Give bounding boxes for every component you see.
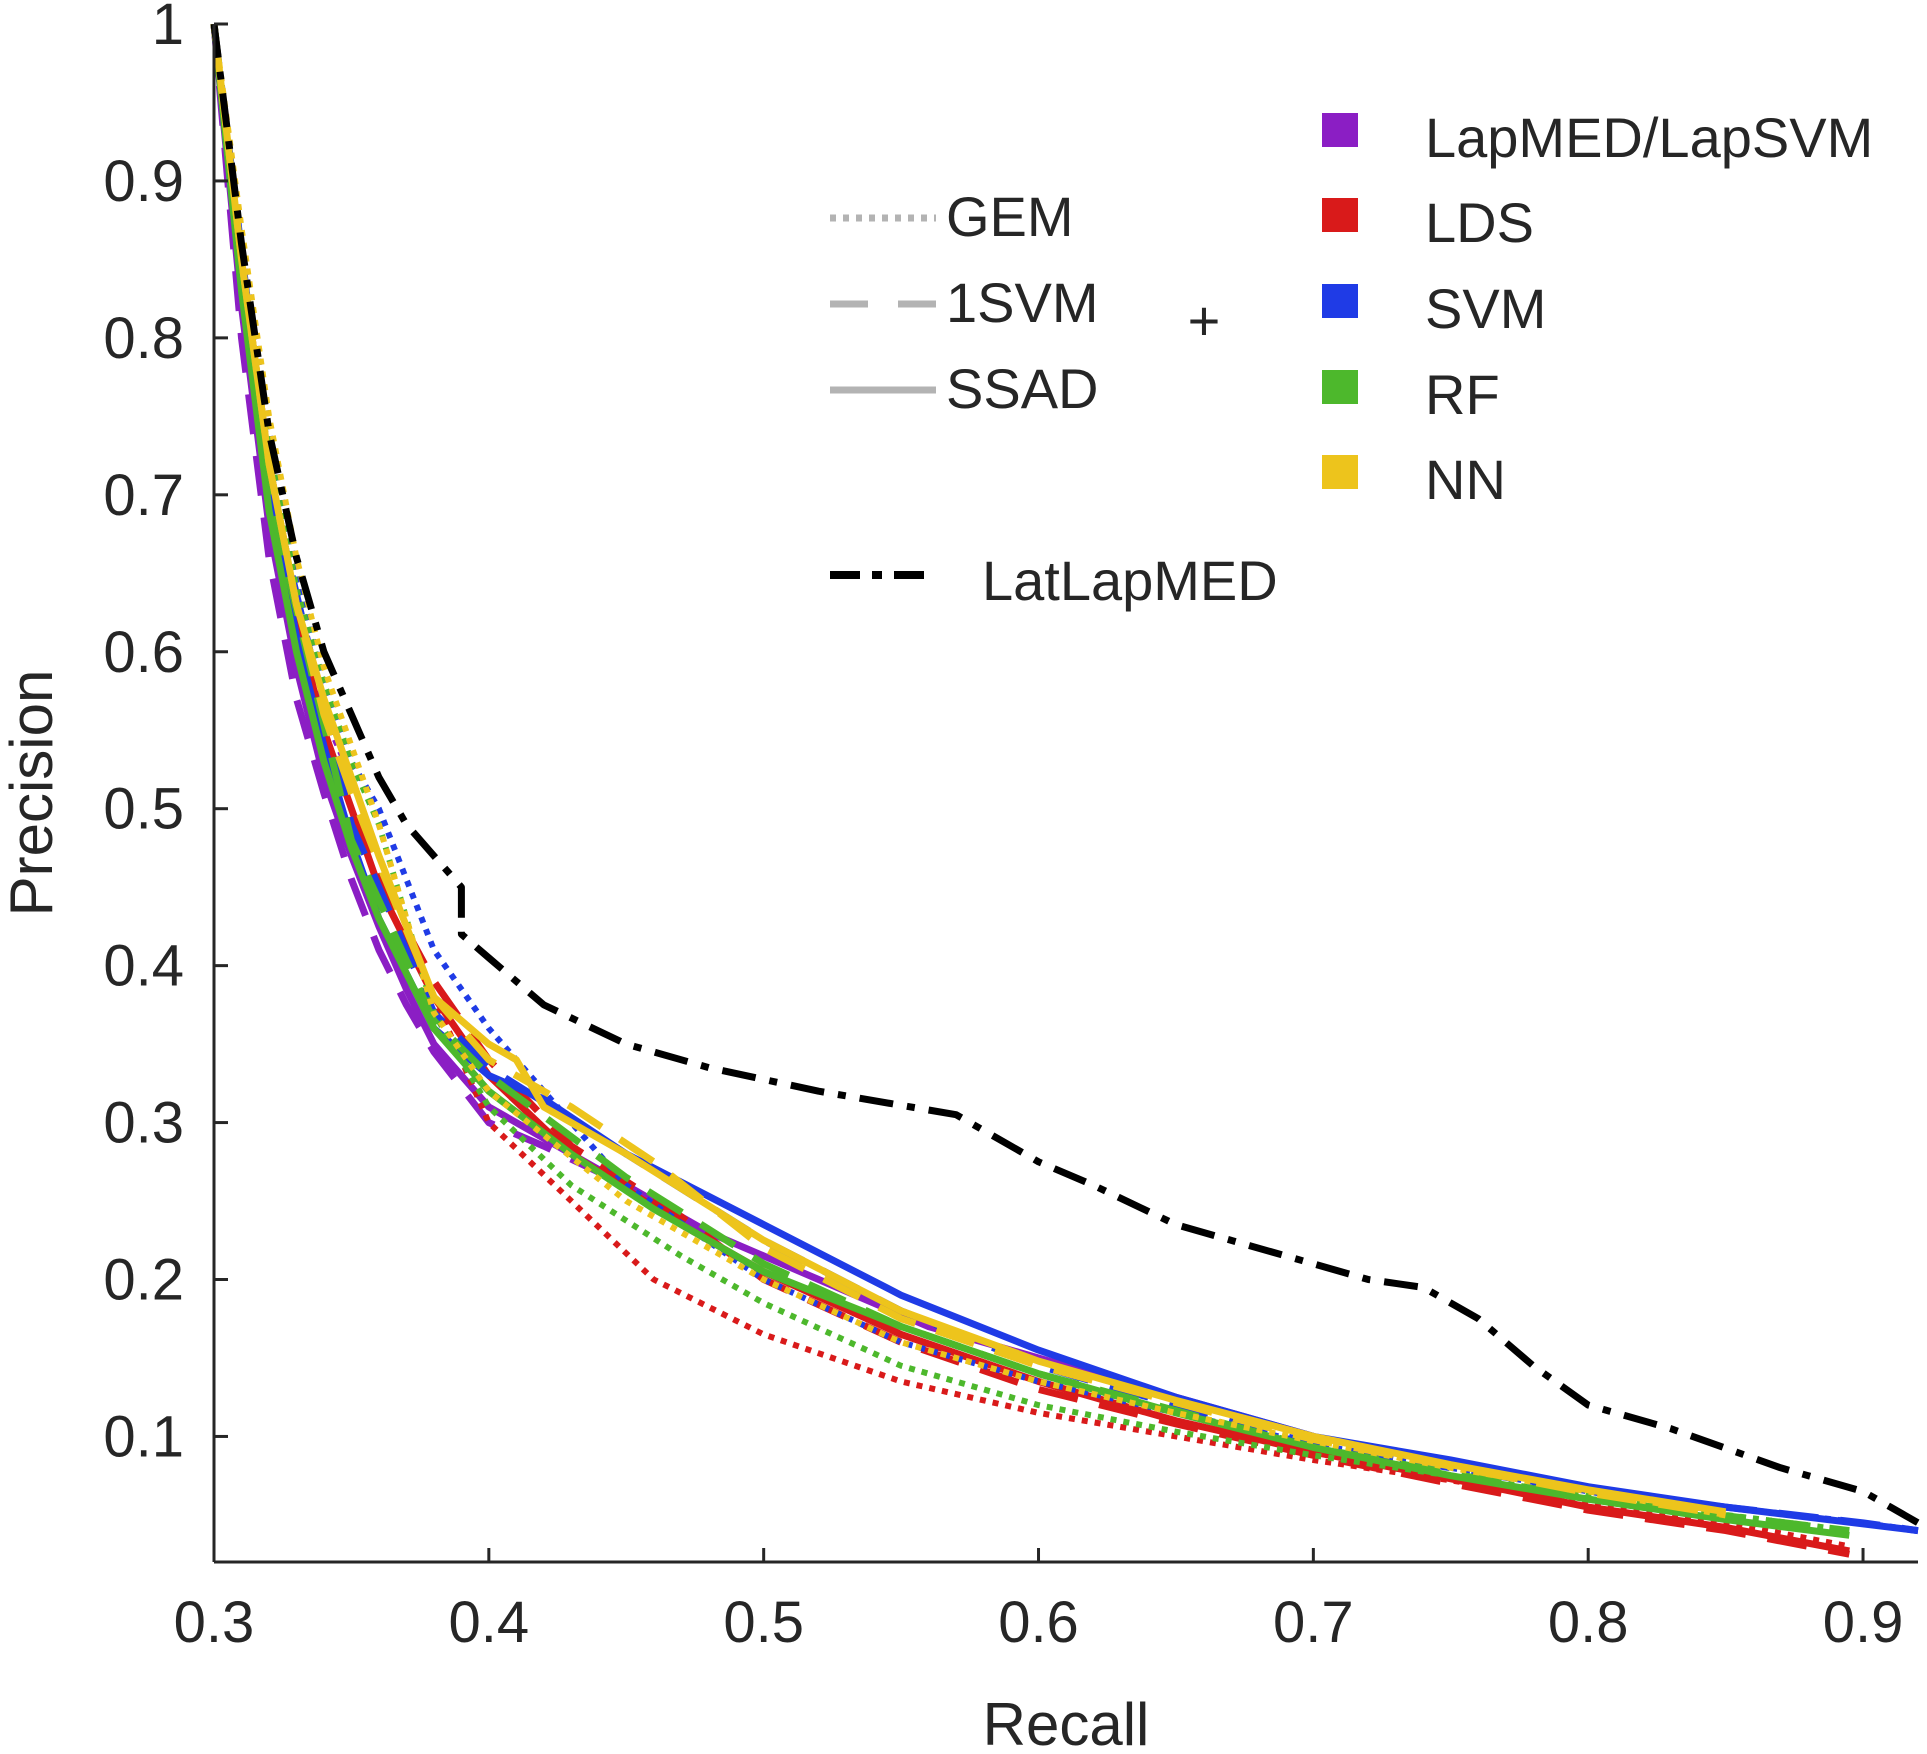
y-tick-label: 0.6 [103, 620, 184, 685]
legend-plus-sign: + [1188, 289, 1221, 352]
series-line-rf-gem [211, 23, 1850, 1534]
series-line-rf-ssad [210, 23, 1850, 1539]
x-tick-label: 0.9 [1823, 1590, 1904, 1655]
series-line-rf-1svm [210, 23, 1850, 1535]
x-ticks: 0.3 0.4 0.5 0.6 0.7 0.8 0.9 [174, 1548, 1904, 1655]
y-tick-label: 0.5 [103, 777, 184, 842]
x-axis-title: Recall [983, 1691, 1150, 1754]
legend-color-label: NN [1425, 448, 1506, 511]
series-line-nn-1svm [210, 23, 1727, 1519]
series-line-nn-gem [211, 23, 1727, 1518]
x-tick-label: 0.3 [174, 1590, 255, 1655]
legend-color-swatch [1322, 198, 1358, 232]
series-line-lds-1svm [210, 23, 1850, 1558]
series-line-lds-ssad [210, 23, 1850, 1555]
series-line-lapmed-lapsvm-gem [211, 23, 382, 857]
x-tick-label: 0.7 [1273, 1590, 1354, 1655]
y-tick-label: 0.3 [103, 1091, 184, 1156]
legend-color-swatch [1322, 455, 1358, 489]
legend-style-label: 1SVM [946, 271, 1099, 334]
legend-style-label: SSAD [946, 357, 1099, 420]
y-tick-label: 1 [152, 0, 184, 57]
y-tick-label: 0.8 [103, 306, 184, 371]
x-tick-label: 0.6 [998, 1590, 1079, 1655]
x-tick-label: 0.5 [723, 1590, 804, 1655]
legend-color-swatch [1322, 113, 1358, 147]
x-tick-label: 0.4 [449, 1590, 530, 1655]
legend-color-label: LapMED/LapSVM [1425, 106, 1873, 169]
legend-color-label: LDS [1425, 191, 1534, 254]
legend-color-swatch [1322, 284, 1358, 318]
y-axis-title: Precision [0, 670, 65, 917]
y-tick-label: 0.4 [103, 934, 184, 999]
y-tick-label: 0.2 [103, 1248, 184, 1313]
series-layer [210, 23, 1920, 1558]
x-tick-label: 0.8 [1548, 1590, 1629, 1655]
legend-color-swatch [1322, 370, 1358, 404]
series-line-latlapmed [210, 23, 1920, 1526]
series-line-lds-gem [211, 23, 1850, 1550]
y-tick-label: 0.9 [103, 149, 184, 214]
legend-latlapmed-label: LatLapMED [982, 549, 1278, 612]
series-line-svm-1svm [210, 23, 1919, 1535]
y-tick-label: 0.7 [103, 463, 184, 528]
legend-style-label: GEM [946, 185, 1074, 248]
legend-color-label: SVM [1425, 277, 1546, 340]
series-line-svm-ssad [210, 23, 1919, 1535]
legend-color-label: RF [1425, 363, 1500, 426]
y-tick-label: 0.1 [103, 1404, 184, 1469]
series-line-svm-gem [211, 23, 1919, 1534]
y-ticks: 0.1 0.2 0.3 0.4 0.5 0.6 0.7 0.8 0.9 1 [103, 0, 228, 1469]
legend: GEM 1SVM SSAD + LapMED/LapSVM LDS SVM RF NN LatLa… [830, 106, 1873, 612]
series-line-lapmed-lapsvm-1svm [210, 23, 628, 1189]
axes-layer [212, 24, 1918, 1564]
